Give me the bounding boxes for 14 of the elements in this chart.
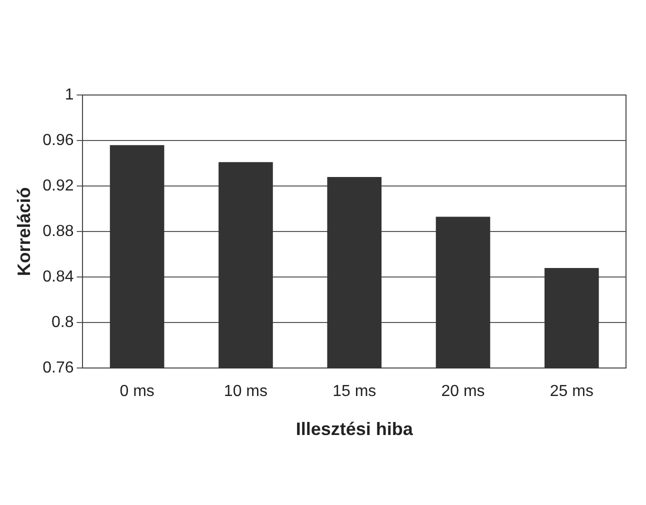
y-tick-label: 0.84 [42,268,74,286]
x-tick-label: 0 ms [120,383,154,400]
y-tick-label: 0.76 [42,360,74,377]
y-tick-label: 0.96 [42,132,74,149]
x-tick-label: 10 ms [224,383,268,400]
x-tick-label: 15 ms [332,383,376,400]
y-tick-label: 0.8 [51,314,74,332]
x-axis-title: Illesztési hiba [296,419,414,440]
y-tick-label: 1 [64,86,74,104]
y-tick-label: 0.88 [42,223,74,240]
x-tick-label: 25 ms [550,383,594,400]
y-axis-title: Korreláció [14,187,34,276]
x-tick-label: 20 ms [441,383,485,400]
y-tick-label: 0.92 [42,177,74,194]
